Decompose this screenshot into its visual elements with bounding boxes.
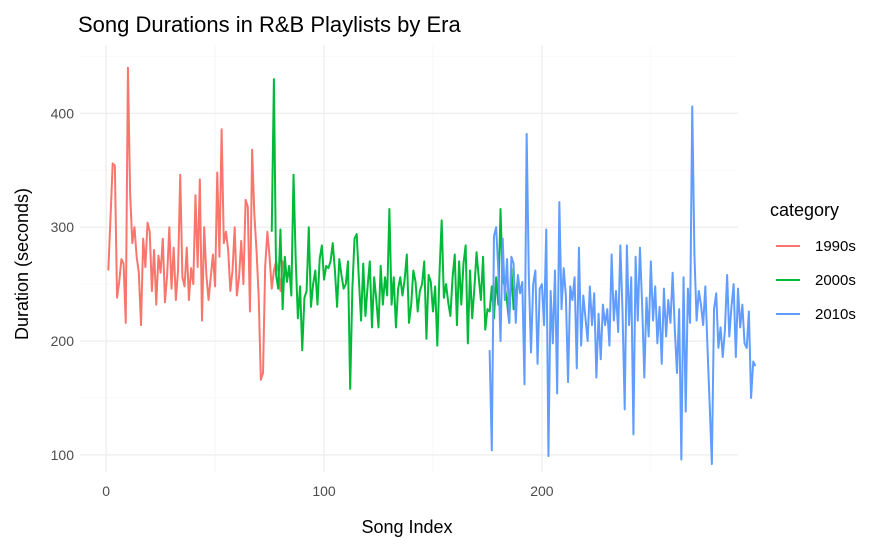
chart-title: Song Durations in R&B Playlists by Era (78, 12, 461, 37)
series-line-2000s (270, 78, 519, 390)
series-layer (107, 66, 757, 466)
legend-label-1990s: 1990s (815, 238, 856, 255)
legend-label-2000s: 2000s (815, 272, 856, 289)
legend-title: category (770, 200, 839, 220)
x-tick-labels: 0 100 200 (102, 483, 554, 499)
x-tick-label: 0 (102, 483, 110, 499)
series-line-2010s (488, 105, 757, 466)
y-axis-label: Duration (seconds) (12, 188, 32, 340)
y-tick-label: 400 (51, 105, 75, 121)
x-tick-label: 100 (312, 483, 336, 499)
grid-major (80, 45, 738, 472)
x-tick-label: 200 (530, 483, 554, 499)
y-tick-labels: 100 200 300 400 (51, 105, 75, 463)
y-tick-label: 200 (51, 333, 75, 349)
x-axis-label: Song Index (361, 517, 452, 537)
series-line-1990s (107, 66, 288, 381)
legend-label-2010s: 2010s (815, 306, 856, 323)
legend: category 1990s 2000s 2010s (770, 200, 856, 323)
y-tick-label: 100 (51, 447, 75, 463)
y-tick-label: 300 (51, 219, 75, 235)
legend-items: 1990s 2000s 2010s (776, 238, 856, 323)
